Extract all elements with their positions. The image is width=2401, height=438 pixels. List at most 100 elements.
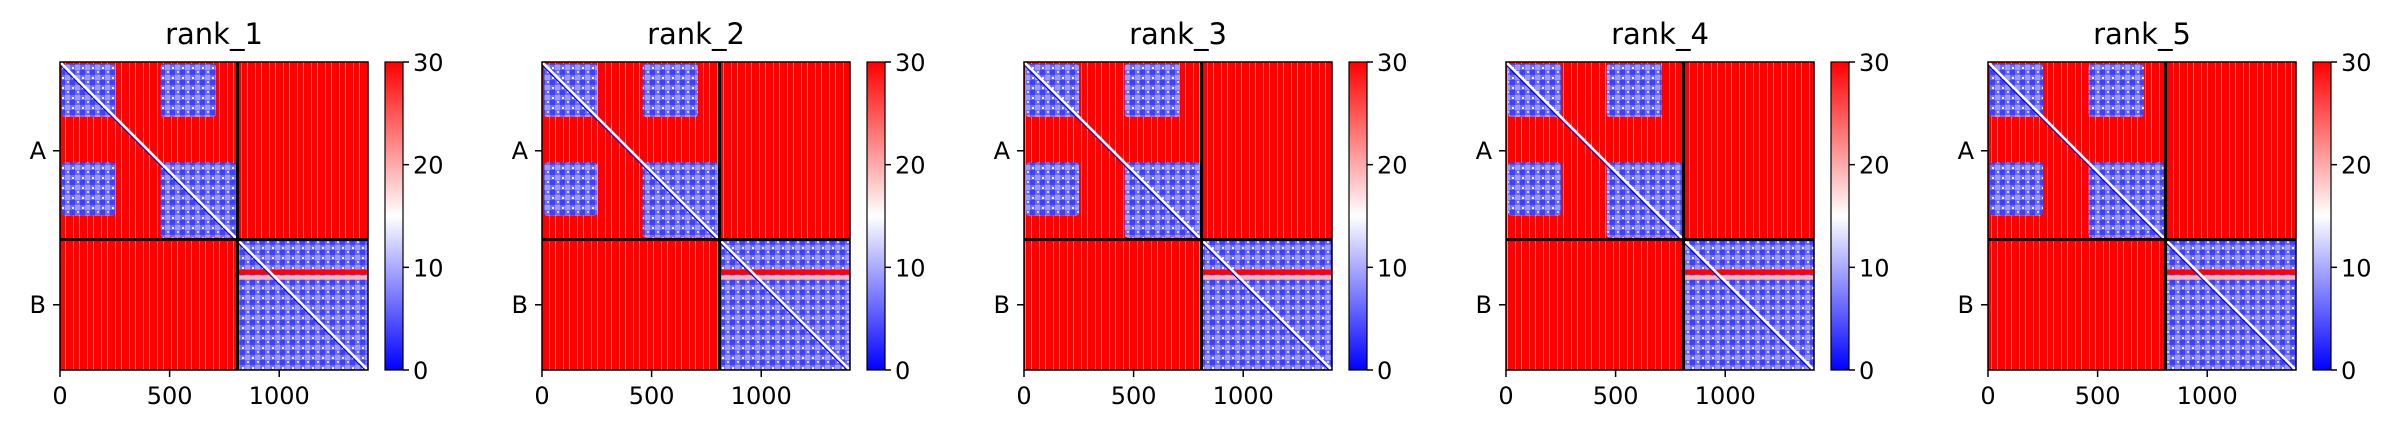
colorbar-tick-label: 30	[2341, 49, 2372, 77]
heatmap-diagonal-shadow	[1023, 64, 1330, 371]
panel-title: rank_1	[165, 17, 263, 51]
x-tick-label: 0	[534, 382, 549, 410]
heatmap-frame	[59, 61, 369, 371]
colorbar-tick-label: 10	[895, 254, 926, 282]
heatmap-block-chain-a	[1990, 162, 2043, 216]
heatmap-block-chain-a	[544, 162, 597, 216]
colorbar-tick-label: 0	[2341, 357, 2356, 385]
y-chain-label: A	[1958, 137, 1975, 165]
x-tick-label: 500	[1593, 382, 1639, 410]
heatmap-gap-col	[1565, 62, 1603, 240]
colorbar-frame	[384, 61, 404, 371]
heatmap-red-band	[237, 269, 368, 275]
x-tick-label: 500	[147, 382, 193, 410]
heatmap-gap-col	[2047, 62, 2085, 240]
heatmap-diagonal-shadow	[541, 64, 848, 371]
heatmap-block-chain-a	[2088, 64, 2144, 117]
colorbar-tick-label: 30	[1377, 49, 1408, 77]
colorbar-tick-label: 0	[413, 357, 428, 385]
heatmap-gap-col	[601, 62, 639, 240]
x-tick-label: 500	[2075, 382, 2121, 410]
x-tick-label: 0	[1016, 382, 1031, 410]
heatmap-diagonal-shadow	[1505, 64, 1812, 371]
heatmap-block-chain-a	[1026, 162, 1079, 216]
x-tick-label: 1000	[1213, 382, 1274, 410]
heatmap-frame	[541, 61, 851, 371]
colorbar-tick-label: 20	[1859, 152, 1890, 180]
colorbar-tick-label: 0	[895, 357, 910, 385]
y-chain-label: B	[1958, 291, 1974, 319]
heatmap-diagonal	[541, 61, 851, 371]
x-tick-label: 1000	[2177, 382, 2238, 410]
heatmap-frame	[1505, 61, 1815, 371]
y-chain-label: B	[994, 291, 1010, 319]
colorbar-tick-label: 30	[1859, 49, 1890, 77]
heatmap-pink-band	[2165, 275, 2296, 280]
heatmap-block-chain-a	[62, 162, 115, 216]
x-tick-label: 500	[1111, 382, 1157, 410]
heatmap-diagonal	[1023, 61, 1333, 371]
heatmap-red-band	[2165, 269, 2296, 275]
colorbar-tick-label: 20	[413, 152, 444, 180]
heatmap-diagonal-shadow	[59, 64, 366, 371]
y-chain-label: B	[512, 291, 528, 319]
heatmap-block-chain-a	[160, 64, 216, 117]
colorbar-frame	[866, 61, 886, 371]
colorbar	[385, 62, 403, 370]
colorbar	[1349, 62, 1367, 370]
heatmap-pink-band	[719, 275, 850, 280]
colorbar-tick-label: 10	[1377, 254, 1408, 282]
heatmap-block-chain-a	[642, 64, 698, 117]
colorbar-frame	[1830, 61, 1850, 371]
colorbar-tick-label: 10	[2341, 254, 2372, 282]
colorbar	[867, 62, 885, 370]
chart-panel-3: rank_3 0 500 1000 A B 0 10 20 30	[994, 17, 1408, 410]
heatmap-diagonal	[59, 61, 369, 371]
colorbar-tick-label: 20	[895, 152, 926, 180]
heatmap-diagonal	[1505, 61, 1815, 371]
colorbar-frame	[2312, 61, 2332, 371]
colorbar-tick-label: 20	[2341, 152, 2372, 180]
y-chain-label: B	[1476, 291, 1492, 319]
colorbar-tick-label: 10	[413, 254, 444, 282]
heatmap-gap-col	[119, 62, 157, 240]
x-tick-label: 0	[52, 382, 67, 410]
heatmap-frame	[1987, 61, 2297, 371]
colorbar-tick-label: 0	[1377, 357, 1392, 385]
y-chain-label: B	[30, 291, 46, 319]
x-tick-label: 1000	[1695, 382, 1756, 410]
heatmap-red-band	[1683, 269, 1814, 275]
heatmap-block-chain-a	[1606, 64, 1662, 117]
heatmap-diagonal	[1987, 61, 2297, 371]
y-chain-label: A	[512, 137, 529, 165]
chart-panel-2: rank_2 0 500 1000 A B 0 10 20 30	[512, 17, 926, 410]
colorbar	[2313, 62, 2331, 370]
chart-panel-1: rank_1 0 500 1000 A B 0 10 20 30	[30, 17, 444, 410]
heatmap-pink-band	[1201, 275, 1332, 280]
chart-panel-5: rank_5 0 500 1000 A B 0 10 20 30	[1958, 17, 2372, 410]
panel-title: rank_4	[1611, 17, 1709, 51]
colorbar-tick-label: 20	[1377, 152, 1408, 180]
colorbar-tick-label: 0	[1859, 357, 1874, 385]
heatmap-frame	[1023, 61, 1333, 371]
x-tick-label: 0	[1498, 382, 1513, 410]
panel-title: rank_5	[2093, 17, 2191, 51]
heatmap-block-chain-a	[1508, 162, 1561, 216]
x-tick-label: 1000	[731, 382, 792, 410]
chart-panel-4: rank_4 0 500 1000 A B 0 10 20 30	[1476, 17, 1890, 410]
heatmap-red-band	[1201, 269, 1332, 275]
heatmap-block-chain-a	[1124, 64, 1180, 117]
heatmap-red-band	[719, 269, 850, 275]
x-tick-label: 500	[629, 382, 675, 410]
y-chain-label: A	[30, 137, 47, 165]
colorbar-tick-label: 30	[895, 49, 926, 77]
panel-title: rank_3	[1129, 17, 1227, 51]
heatmap-gap-col	[1083, 62, 1121, 240]
colorbar-frame	[1348, 61, 1368, 371]
heatmap-pink-band	[1683, 275, 1814, 280]
panel-title: rank_2	[647, 17, 745, 51]
colorbar-tick-label: 30	[413, 49, 444, 77]
x-tick-label: 0	[1980, 382, 1995, 410]
y-chain-label: A	[994, 137, 1011, 165]
